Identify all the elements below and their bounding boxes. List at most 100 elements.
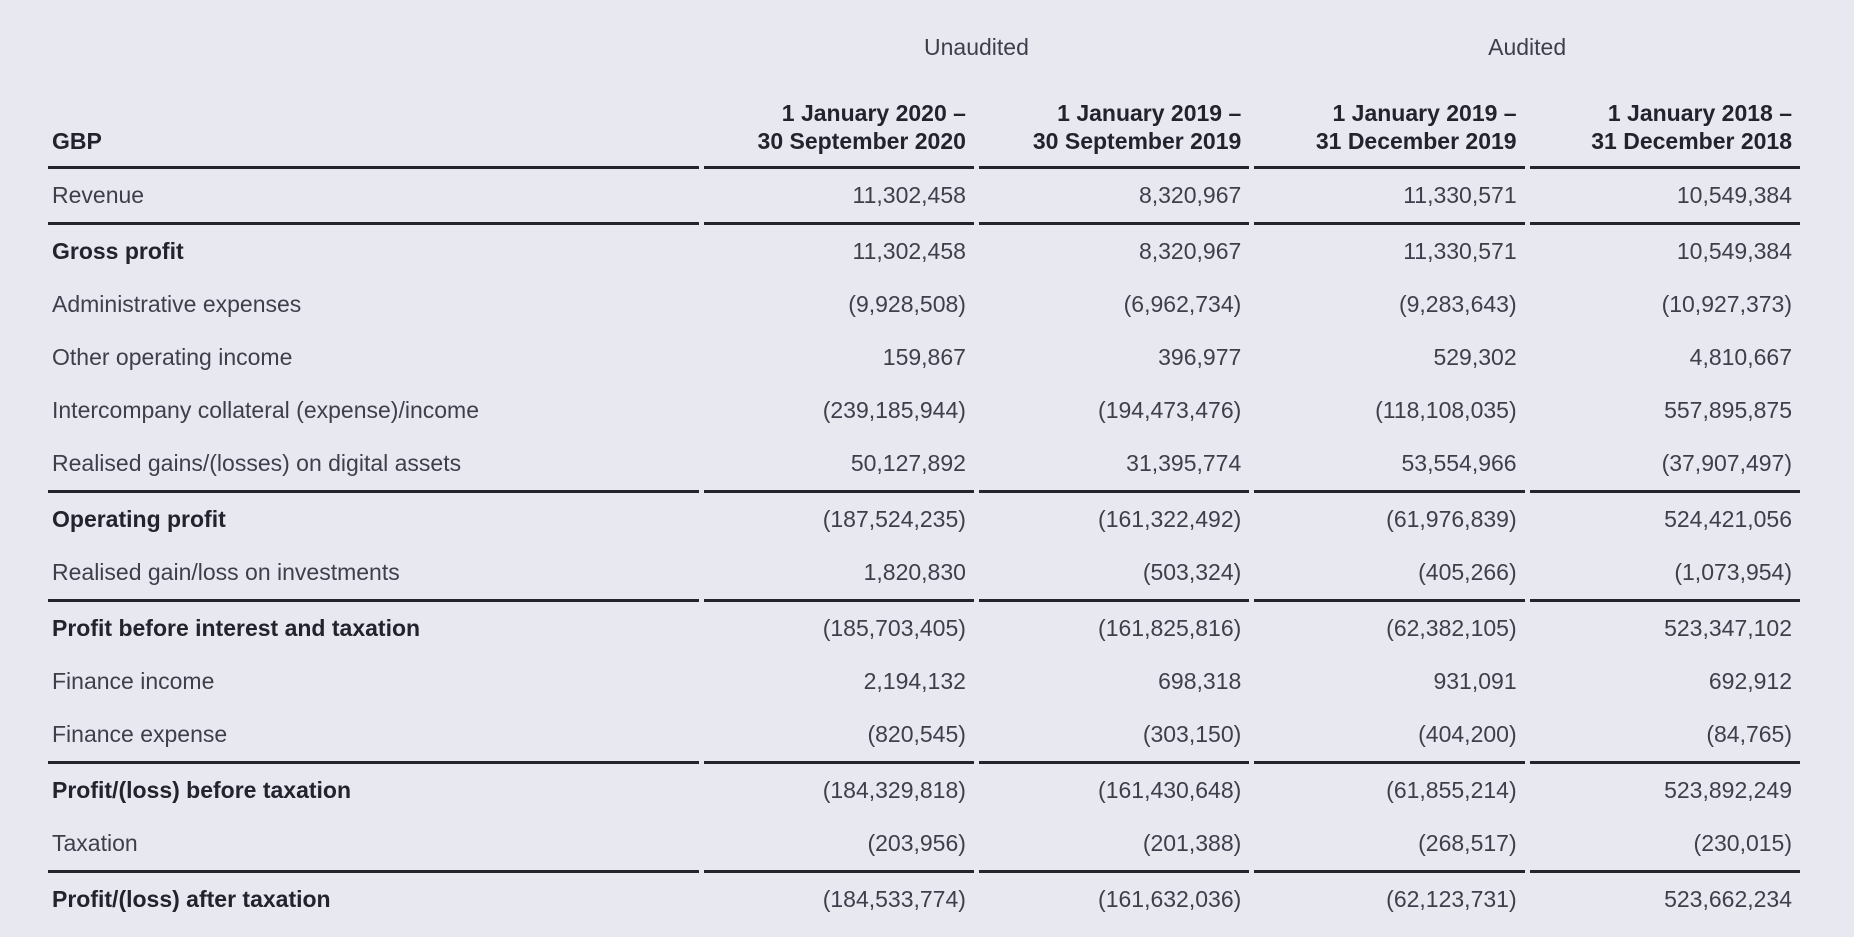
cell-value: (268,517)	[1254, 817, 1525, 873]
cell-value: (203,956)	[703, 817, 974, 873]
cell-value: (62,382,105)	[1386, 615, 1517, 641]
cell-value: (1,073,954)	[1529, 546, 1800, 602]
table-row: Revenue 11,302,458 8,320,967 11,330,571 10,5…	[48, 169, 1800, 225]
cell-value: (405,266)	[1254, 546, 1525, 602]
cell-value: (239,185,944)	[822, 397, 966, 423]
cell-value: (303,150)	[978, 708, 1250, 764]
currency-label: GBP	[48, 70, 699, 169]
cell-value: (9,283,643)	[1398, 291, 1517, 317]
period-line-1: 1 January 2020 –	[781, 100, 966, 126]
cell-value: (404,200)	[1254, 708, 1525, 764]
period-line-1: 1 January 2019 –	[1057, 100, 1242, 126]
cell-value: (10,927,373)	[1661, 291, 1792, 317]
row-label: Revenue	[48, 169, 699, 225]
table-row: Taxation (203,956) (201,388) (268,517) (230,…	[48, 817, 1800, 873]
table-row: Finance income 2,194,132 698,318 931,091 692…	[48, 655, 1800, 708]
cell-value: 931,091	[1433, 668, 1517, 694]
cell-value: 53,554,966	[1254, 437, 1525, 493]
row-label: Taxation	[48, 817, 699, 873]
cell-value: (503,324)	[978, 546, 1250, 602]
cell-value: (62,123,731)	[1386, 886, 1517, 912]
cell-value: (201,388)	[978, 817, 1250, 873]
cell-value: 529,302	[1433, 344, 1517, 370]
cell-value: (118,108,035)	[1375, 397, 1517, 423]
table-row: Administrative expenses (9,928,508) (6,962…	[48, 278, 1800, 331]
cell-value: (161,322,492)	[1098, 506, 1242, 532]
column-header-period-3: 1 January 2019 – 31 December 2019	[1254, 70, 1525, 169]
cell-value: 31,395,774	[978, 437, 1250, 493]
cell-value: (184,329,818)	[822, 777, 966, 803]
period-line-1: 1 January 2019 –	[1332, 100, 1517, 126]
table-row: Finance expense (820,545) (303,150) (404,20…	[48, 708, 1800, 764]
table-row: Operating profit (187,524,235) (161,322,49…	[48, 493, 1800, 546]
cell-value: (37,907,497)	[1529, 437, 1800, 493]
row-label: Realised gain/loss on investments	[48, 546, 699, 602]
period-line-2: 31 December 2018	[1591, 128, 1792, 154]
group-header-unaudited: Unaudited	[924, 33, 1029, 60]
row-label: Other operating income	[52, 344, 293, 370]
row-label: Finance income	[52, 668, 215, 694]
column-header-period-2: 1 January 2019 – 30 September 2019	[978, 70, 1250, 169]
table-row: Profit/(loss) before taxation (184,329,81…	[48, 764, 1800, 817]
column-header-period-1: 1 January 2020 – 30 September 2020	[703, 70, 974, 169]
row-label: Gross profit	[52, 238, 184, 264]
table-row: Realised gains/(losses) on digital asset…	[48, 437, 1800, 493]
cell-value: 524,421,056	[1664, 506, 1792, 532]
group-header-audited: Audited	[1488, 33, 1567, 60]
period-line-2: 31 December 2019	[1315, 128, 1517, 154]
cell-value: 11,330,571	[1403, 238, 1517, 264]
cell-value: 11,302,458	[703, 169, 974, 225]
cell-value: 557,895,875	[1664, 397, 1792, 423]
row-label: Realised gains/(losses) on digital asset…	[48, 437, 699, 493]
cell-value: (185,703,405)	[822, 615, 966, 641]
period-line-2: 30 September 2019	[1032, 128, 1242, 154]
cell-value: 8,320,967	[978, 169, 1250, 225]
cell-value: (61,855,214)	[1386, 777, 1517, 803]
row-label: Administrative expenses	[52, 291, 302, 317]
cell-value: 2,194,132	[863, 668, 966, 694]
row-label: Operating profit	[52, 506, 226, 532]
row-label: Profit before interest and taxation	[52, 615, 421, 641]
row-label: Profit/(loss) after taxation	[52, 886, 331, 912]
cell-value: 692,912	[1708, 668, 1792, 694]
row-label: Intercompany collateral (expense)/income	[52, 397, 479, 423]
cell-value: 4,810,667	[1689, 344, 1792, 370]
row-label: Profit/(loss) before taxation	[52, 777, 352, 803]
profit-and-loss-table: Unaudited Audited GBP 1 January 2020 – 3…	[43, 24, 1805, 926]
cell-value: (161,825,816)	[1098, 615, 1242, 641]
cell-value: 523,892,249	[1664, 777, 1792, 803]
table-row: Intercompany collateral (expense)/income…	[48, 384, 1800, 437]
cell-value: 10,549,384	[1529, 169, 1800, 225]
table-row: Profit before interest and taxation (185,…	[48, 602, 1800, 655]
column-header-row: GBP 1 January 2020 – 30 September 2020 1…	[48, 70, 1800, 169]
row-label: Finance expense	[48, 708, 699, 764]
cell-value: (161,632,036)	[1098, 886, 1242, 912]
cell-value: (184,533,774)	[822, 886, 966, 912]
cell-value: 1,820,830	[703, 546, 974, 602]
cell-value: (161,430,648)	[1098, 777, 1242, 803]
cell-value: 11,302,458	[852, 238, 966, 264]
table-row: Gross profit 11,302,458 8,320,967 11,330,57…	[48, 225, 1800, 278]
cell-value: (9,928,508)	[848, 291, 966, 317]
table-row: Realised gain/loss on investments 1,820,8…	[48, 546, 1800, 602]
cell-value: 523,347,102	[1664, 615, 1792, 641]
cell-value: (84,765)	[1529, 708, 1800, 764]
cell-value: 11,330,571	[1254, 169, 1525, 225]
cell-value: 698,318	[1158, 668, 1242, 694]
cell-value: 10,549,384	[1676, 238, 1792, 264]
cell-value: (194,473,476)	[1098, 397, 1242, 423]
group-header-spacer	[48, 24, 699, 70]
table-row: Other operating income 159,867 396,977 529,…	[48, 331, 1800, 384]
cell-value: 8,320,967	[1138, 238, 1242, 264]
cell-value: (61,976,839)	[1386, 506, 1517, 532]
period-line-2: 30 September 2020	[757, 128, 966, 154]
cell-value: (230,015)	[1529, 817, 1800, 873]
table-row: Profit/(loss) after taxation (184,533,774…	[48, 873, 1800, 926]
cell-value: 159,867	[882, 344, 966, 370]
cell-value: 396,977	[1158, 344, 1242, 370]
cell-value: (6,962,734)	[1123, 291, 1242, 317]
cell-value: 50,127,892	[703, 437, 974, 493]
audit-group-header-row: Unaudited Audited	[48, 24, 1800, 70]
period-line-1: 1 January 2018 –	[1607, 100, 1792, 126]
